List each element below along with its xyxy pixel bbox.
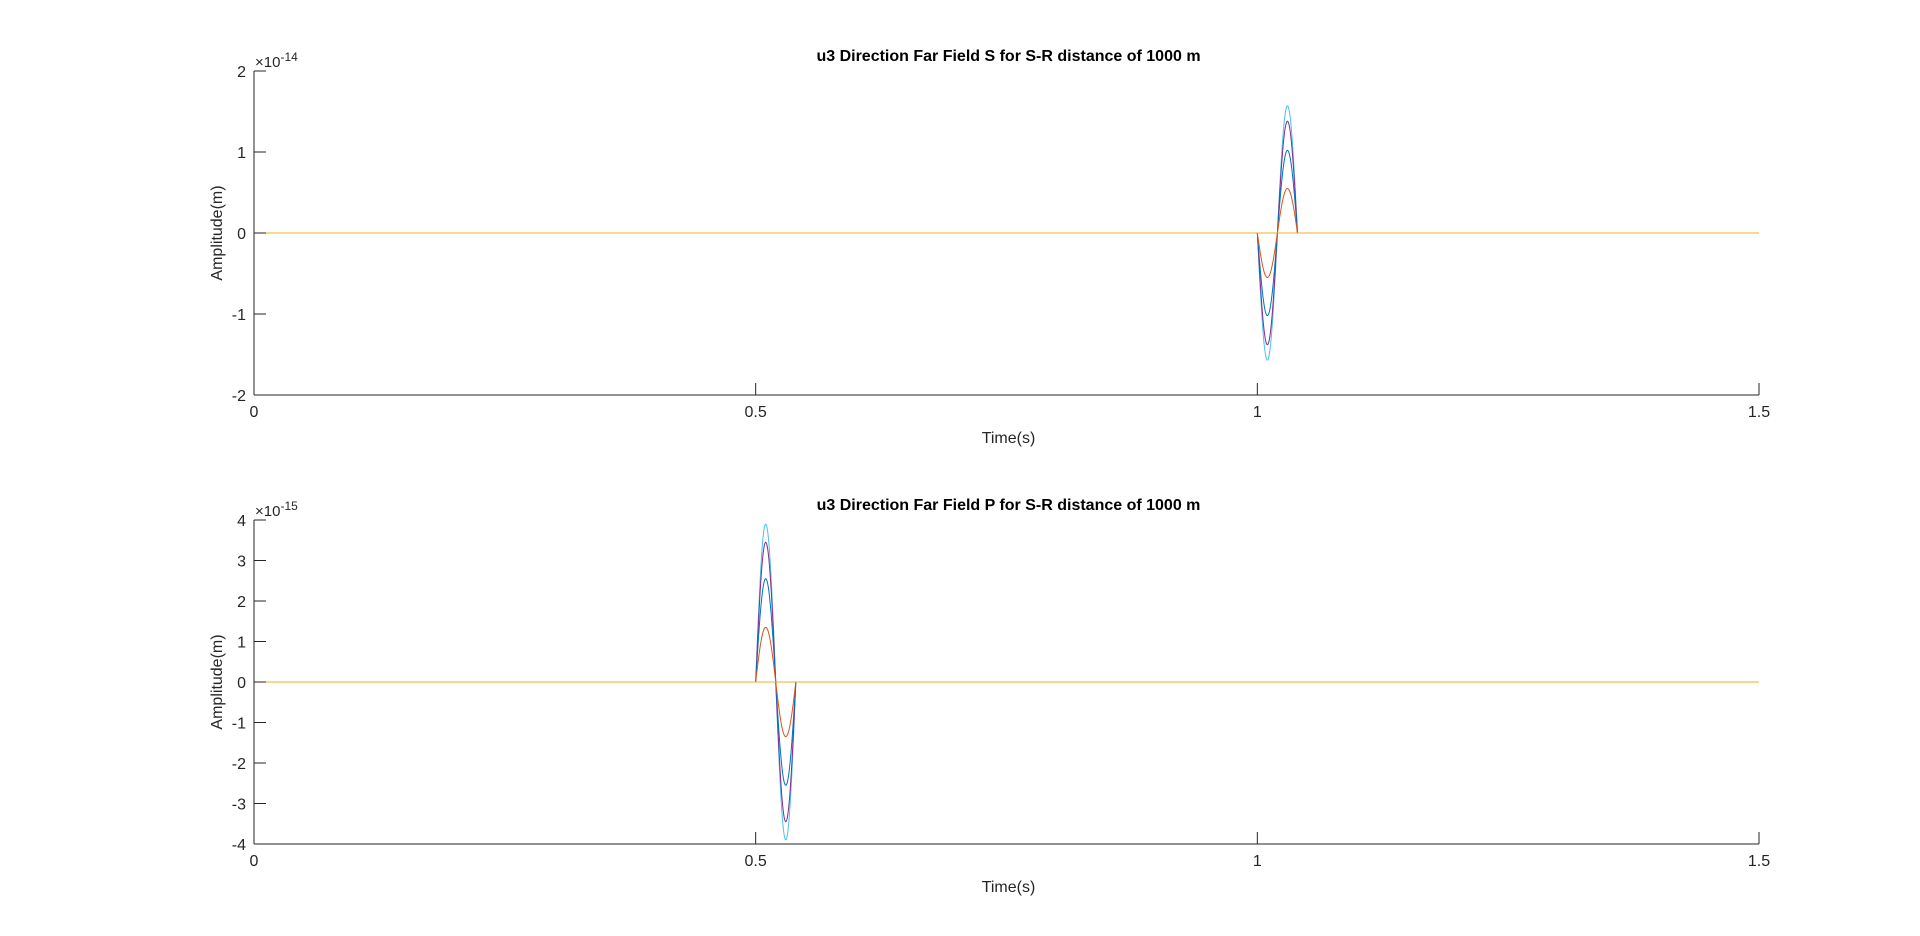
- y-tick-label: 2: [237, 594, 246, 611]
- x-tick-label: 1.5: [1748, 404, 1770, 421]
- subplot-1: 0 0.5 1 1.5 -2 -1 0 1 2 u3 Direction Far Field S …: [209, 48, 1770, 447]
- y-exponent-base: ×10: [255, 54, 280, 71]
- y-tick-label: -2: [232, 388, 246, 405]
- x-axis-label: Time(s): [982, 430, 1036, 447]
- y-tick-label: 1: [237, 635, 246, 652]
- x-tick-label: 1: [1253, 404, 1262, 421]
- x-tick-label: 0: [250, 404, 259, 421]
- x-tick-label: 0.5: [745, 853, 767, 870]
- y-exponent-power: -14: [280, 50, 298, 64]
- y-exponent-label: ×10-15: [255, 499, 298, 520]
- y-tick-label: -2: [232, 756, 246, 773]
- y-tick-label: 0: [237, 226, 246, 243]
- y-tick-label: 0: [237, 675, 246, 692]
- y-tick-label: 1: [237, 145, 246, 162]
- chart-title: u3 Direction Far Field S for S-R distanc…: [816, 48, 1200, 65]
- y-axis-label: Amplitude(m): [209, 634, 226, 729]
- y-tick-label: 2: [237, 64, 246, 81]
- y-axis-label: Amplitude(m): [209, 185, 226, 280]
- y-tick-label: -1: [232, 716, 246, 733]
- y-tick-label: 4: [237, 513, 246, 530]
- y-tick-label: -4: [232, 837, 246, 854]
- y-tick-label: 3: [237, 554, 246, 571]
- x-tick-label: 0.5: [745, 404, 767, 421]
- subplot-2: 0 0.5 1 1.5 -4 -3 -2 -1 0 1 2 3 4 u3 Direction Far Fi…: [209, 497, 1770, 896]
- y-exponent-label: ×10-14: [255, 50, 298, 71]
- series-group: [254, 105, 1759, 361]
- x-tick-label: 1.5: [1748, 853, 1770, 870]
- y-tick-label: -3: [232, 797, 246, 814]
- x-tick-label: 0: [250, 853, 259, 870]
- x-tick-label: 1: [1253, 853, 1262, 870]
- y-exponent-base: ×10: [255, 503, 280, 520]
- y-tick-label: -1: [232, 307, 246, 324]
- chart-title: u3 Direction Far Field P for S-R distanc…: [817, 497, 1201, 514]
- y-exponent-power: -15: [280, 499, 298, 513]
- series-group: [254, 523, 1759, 841]
- x-axis-label: Time(s): [982, 879, 1036, 896]
